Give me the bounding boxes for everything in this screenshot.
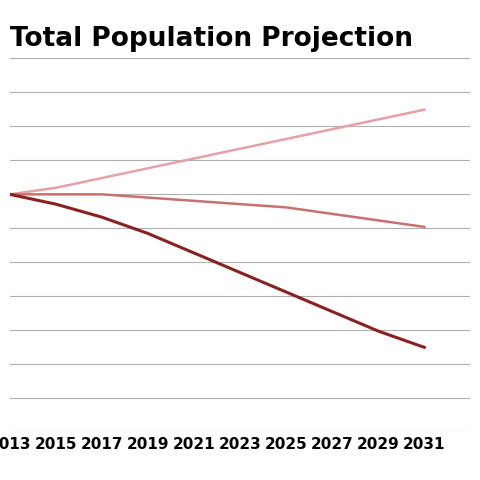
Text: Total Population Projection: Total Population Projection bbox=[10, 26, 413, 52]
